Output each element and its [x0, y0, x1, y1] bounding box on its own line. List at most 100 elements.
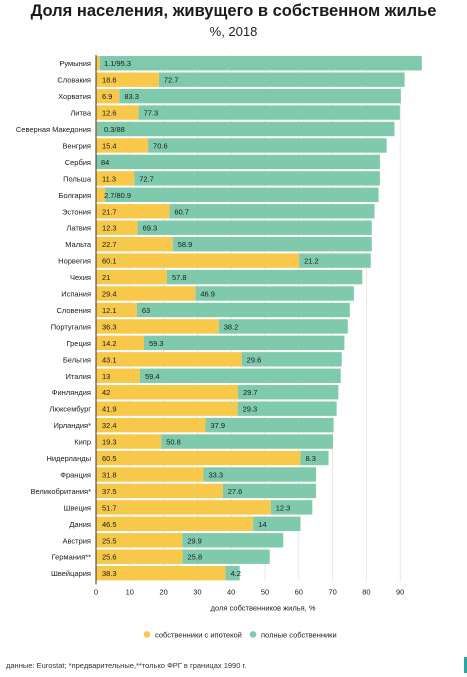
- bar-outright: [237, 385, 339, 400]
- bar-outright: [225, 565, 240, 581]
- bar-mortgage: [96, 220, 138, 235]
- bar-mortgage: [96, 565, 226, 581]
- category-label: Кипр: [74, 438, 91, 447]
- data-label-mortgage: 38.3: [102, 569, 117, 578]
- data-label-outright: 27.6: [228, 487, 243, 496]
- bar-outright: [134, 171, 380, 186]
- data-label-mortgage: 60.1: [102, 257, 117, 266]
- bar-outright: [96, 154, 380, 170]
- category-label: Эстония: [62, 207, 91, 216]
- bar-outright: [119, 88, 401, 104]
- data-label-outright: 25.8: [188, 553, 203, 562]
- data-label-outright: 57.8: [172, 273, 187, 282]
- x-tick-label: 90: [396, 587, 404, 596]
- bar-outright: [161, 434, 333, 449]
- category-label: Швеция: [64, 503, 92, 512]
- category-label: Норвегия: [58, 257, 91, 266]
- data-label-mortgage: 11.3: [102, 174, 116, 183]
- bar-outright: [300, 450, 329, 466]
- bar-mortgage: [96, 72, 159, 87]
- bar-outright: [182, 549, 270, 564]
- bar-outright: [97, 121, 395, 137]
- data-label-outright: 70.6: [153, 141, 168, 150]
- data-label-mortgage: 37.5: [102, 487, 117, 496]
- x-tick-label: 70: [328, 587, 336, 596]
- category-label: Нидерланды: [46, 454, 91, 463]
- data-label-mortgage: 6.9: [102, 92, 112, 101]
- data-label-mortgage: 12.6: [102, 109, 117, 118]
- bar-outright: [172, 236, 372, 252]
- bar-outright: [222, 483, 317, 499]
- data-label-outright: 46.9: [200, 290, 215, 299]
- bar-mortgage: [96, 253, 300, 268]
- category-label: Финляндия: [52, 388, 91, 397]
- data-label-outright: 59.3: [149, 339, 164, 348]
- bar-outright: [136, 302, 350, 318]
- bar-mortgage: [96, 187, 106, 203]
- bar-mortgage: [96, 56, 100, 71]
- category-label: Швейцария: [51, 569, 91, 578]
- data-label-mortgage: 42: [102, 388, 110, 397]
- data-label-outright: 33.3: [208, 470, 223, 479]
- data-label-outright: 12.3: [276, 503, 291, 512]
- data-label-mortgage: 12.3: [102, 224, 117, 233]
- bar-outright: [195, 286, 354, 301]
- bar-mortgage: [96, 483, 223, 499]
- data-label-mortgage: 18.6: [102, 76, 117, 85]
- bar-mortgage: [96, 88, 120, 104]
- bar-outright: [237, 401, 337, 416]
- bar-outright: [203, 467, 317, 482]
- bar-outright: [158, 72, 405, 87]
- bar-mortgage: [96, 236, 173, 252]
- bar-outright: [253, 516, 301, 532]
- bar-mortgage: [96, 121, 98, 137]
- bar-mortgage: [96, 385, 238, 400]
- x-tick-label: 20: [159, 587, 167, 596]
- bar-mortgage: [96, 434, 162, 449]
- data-label-outright: 14: [258, 520, 266, 529]
- bar-mortgage: [96, 401, 238, 416]
- data-label-mortgage: 13: [102, 372, 110, 381]
- data-label-mortgage: 12.1: [102, 306, 117, 315]
- bar-outright: [138, 105, 400, 120]
- chart-title: Доля населения, живущего в собственном ж…: [30, 2, 437, 20]
- data-label-outright: 60.7: [174, 207, 189, 216]
- category-label: Чехия: [70, 273, 91, 282]
- source-note: данные: Eurostat; *предварительные,**тол…: [6, 661, 247, 670]
- data-label-mortgage: 22.7: [102, 240, 117, 249]
- x-tick-label: 80: [362, 587, 370, 596]
- category-label: Северная Македония: [16, 125, 91, 134]
- data-label-combined: 0.3/88: [104, 125, 125, 134]
- category-label: Хорватия: [58, 92, 91, 101]
- data-label-mortgage: 31.8: [102, 470, 117, 479]
- bar-mortgage: [96, 450, 301, 466]
- bar-outright: [182, 533, 284, 548]
- data-label-mortgage: 43.1: [102, 355, 117, 364]
- bar-mortgage: [96, 204, 170, 219]
- x-tick-label: 0: [94, 587, 98, 596]
- data-label-mortgage: 25.6: [102, 553, 117, 562]
- data-label-combined: 2.7/80.9: [104, 191, 131, 200]
- bar-outright: [169, 204, 375, 219]
- bar-mortgage: [96, 138, 149, 153]
- data-label-mortgage: 19.3: [102, 438, 117, 447]
- category-label: Италия: [65, 372, 91, 381]
- category-label: Австрия: [62, 536, 91, 545]
- bar-outright: [143, 335, 345, 351]
- data-label-mortgage: 21: [102, 273, 110, 282]
- data-label-outright: 50.8: [166, 438, 181, 447]
- category-label: Словения: [56, 306, 91, 315]
- category-label: Франция: [60, 470, 91, 479]
- category-label: Люксембург: [49, 405, 91, 414]
- data-label-mortgage: 14.2: [102, 339, 117, 348]
- category-label: Бельгия: [63, 355, 91, 364]
- bar-mortgage: [96, 549, 183, 564]
- bar-mortgage: [96, 533, 183, 548]
- x-axis-label: доля собственников жилья, %: [211, 603, 316, 612]
- bar-outright: [148, 138, 387, 153]
- data-label-mortgage: 32.4: [102, 421, 117, 430]
- x-tick-label: 10: [126, 587, 134, 596]
- category-label: Португалия: [51, 322, 91, 331]
- bar-mortgage: [96, 319, 219, 334]
